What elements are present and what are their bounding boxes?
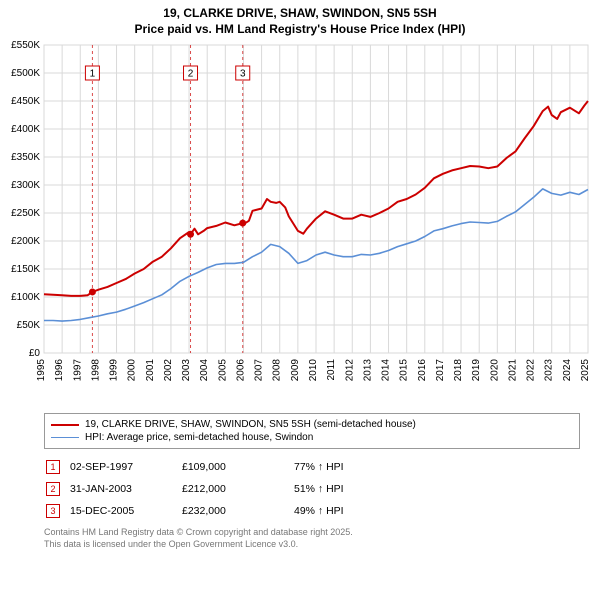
svg-text:2019: 2019 bbox=[471, 359, 482, 382]
svg-text:2016: 2016 bbox=[417, 359, 428, 382]
sale-price: £109,000 bbox=[182, 457, 292, 477]
title-block: 19, CLARKE DRIVE, SHAW, SWINDON, SN5 5SH… bbox=[0, 0, 600, 39]
svg-text:£300K: £300K bbox=[11, 180, 40, 191]
svg-text:2018: 2018 bbox=[453, 359, 464, 382]
sale-delta: 49% ↑ HPI bbox=[294, 501, 352, 521]
svg-text:2008: 2008 bbox=[272, 359, 283, 382]
marker-id-box: 1 bbox=[46, 460, 60, 474]
legend-row: HPI: Average price, semi-detached house,… bbox=[51, 431, 573, 444]
svg-text:2025: 2025 bbox=[580, 359, 591, 382]
title-subtitle: Price paid vs. HM Land Registry's House … bbox=[0, 22, 600, 38]
svg-text:£350K: £350K bbox=[11, 152, 40, 163]
sale-date: 15-DEC-2005 bbox=[70, 501, 180, 521]
sale-date: 31-JAN-2003 bbox=[70, 479, 180, 499]
svg-text:2012: 2012 bbox=[344, 359, 355, 382]
svg-text:2017: 2017 bbox=[435, 359, 446, 382]
chart-area: £0 £50K £100K £150K £200K £250K £300K £350K £400… bbox=[0, 39, 600, 409]
svg-text:£100K: £100K bbox=[11, 292, 40, 303]
svg-text:1: 1 bbox=[90, 69, 96, 80]
svg-text:£150K: £150K bbox=[11, 264, 40, 275]
svg-text:2007: 2007 bbox=[254, 359, 265, 382]
svg-text:2000: 2000 bbox=[127, 359, 138, 382]
sale-date: 02-SEP-1997 bbox=[70, 457, 180, 477]
svg-text:1999: 1999 bbox=[109, 359, 120, 382]
table-row: 1 02-SEP-1997£109,00077% ↑ HPI bbox=[46, 457, 352, 477]
marker-id-box: 3 bbox=[46, 504, 60, 518]
sale-price: £232,000 bbox=[182, 501, 292, 521]
title-address: 19, CLARKE DRIVE, SHAW, SWINDON, SN5 5SH bbox=[0, 6, 600, 22]
svg-text:3: 3 bbox=[240, 69, 246, 80]
svg-text:2009: 2009 bbox=[290, 359, 301, 382]
svg-text:£500K: £500K bbox=[11, 68, 40, 79]
svg-text:2014: 2014 bbox=[381, 359, 392, 382]
table-row: 2 31-JAN-2003£212,00051% ↑ HPI bbox=[46, 479, 352, 499]
svg-text:2021: 2021 bbox=[507, 359, 518, 382]
svg-text:2005: 2005 bbox=[217, 359, 228, 382]
svg-text:2010: 2010 bbox=[308, 359, 319, 382]
svg-text:1995: 1995 bbox=[36, 359, 47, 382]
legend-label: 19, CLARKE DRIVE, SHAW, SWINDON, SN5 5SH… bbox=[85, 419, 416, 430]
sale-delta: 77% ↑ HPI bbox=[294, 457, 352, 477]
footer-line2: This data is licensed under the Open Gov… bbox=[44, 539, 580, 551]
legend: 19, CLARKE DRIVE, SHAW, SWINDON, SN5 5SH… bbox=[44, 413, 580, 449]
marker-id-box: 2 bbox=[46, 482, 60, 496]
svg-text:2022: 2022 bbox=[526, 359, 537, 382]
legend-row: 19, CLARKE DRIVE, SHAW, SWINDON, SN5 5SH… bbox=[51, 418, 573, 431]
chart-svg: £0 £50K £100K £150K £200K £250K £300K £350K £400… bbox=[0, 39, 600, 409]
sales-table: 1 02-SEP-1997£109,00077% ↑ HPI 2 31-JAN-200… bbox=[44, 455, 354, 523]
sale-delta: 51% ↑ HPI bbox=[294, 479, 352, 499]
svg-text:2023: 2023 bbox=[544, 359, 555, 382]
svg-text:2024: 2024 bbox=[562, 359, 573, 382]
svg-text:2002: 2002 bbox=[163, 359, 174, 382]
svg-text:2003: 2003 bbox=[181, 359, 192, 382]
svg-text:2015: 2015 bbox=[399, 359, 410, 382]
svg-text:£0: £0 bbox=[29, 348, 41, 359]
svg-text:2013: 2013 bbox=[362, 359, 373, 382]
svg-text:2001: 2001 bbox=[145, 359, 156, 382]
svg-text:£400K: £400K bbox=[11, 124, 40, 135]
footer-attribution: Contains HM Land Registry data © Crown c… bbox=[44, 527, 580, 550]
legend-label: HPI: Average price, semi-detached house,… bbox=[85, 432, 313, 443]
legend-swatch bbox=[51, 424, 79, 426]
legend-swatch bbox=[51, 437, 79, 438]
svg-text:2020: 2020 bbox=[489, 359, 500, 382]
svg-text:£200K: £200K bbox=[11, 236, 40, 247]
svg-text:2011: 2011 bbox=[326, 359, 337, 381]
table-row: 3 15-DEC-2005£232,00049% ↑ HPI bbox=[46, 501, 352, 521]
svg-text:£50K: £50K bbox=[17, 320, 41, 331]
svg-text:2006: 2006 bbox=[235, 359, 246, 382]
footer-line1: Contains HM Land Registry data © Crown c… bbox=[44, 527, 580, 539]
chart-container: 19, CLARKE DRIVE, SHAW, SWINDON, SN5 5SH… bbox=[0, 0, 600, 551]
svg-text:2004: 2004 bbox=[199, 359, 210, 382]
svg-text:1998: 1998 bbox=[90, 359, 101, 382]
svg-text:1997: 1997 bbox=[72, 359, 83, 382]
svg-text:2: 2 bbox=[188, 69, 194, 80]
svg-text:£450K: £450K bbox=[11, 96, 40, 107]
svg-text:£550K: £550K bbox=[11, 40, 40, 51]
svg-text:1996: 1996 bbox=[54, 359, 65, 382]
sale-price: £212,000 bbox=[182, 479, 292, 499]
svg-text:£250K: £250K bbox=[11, 208, 40, 219]
